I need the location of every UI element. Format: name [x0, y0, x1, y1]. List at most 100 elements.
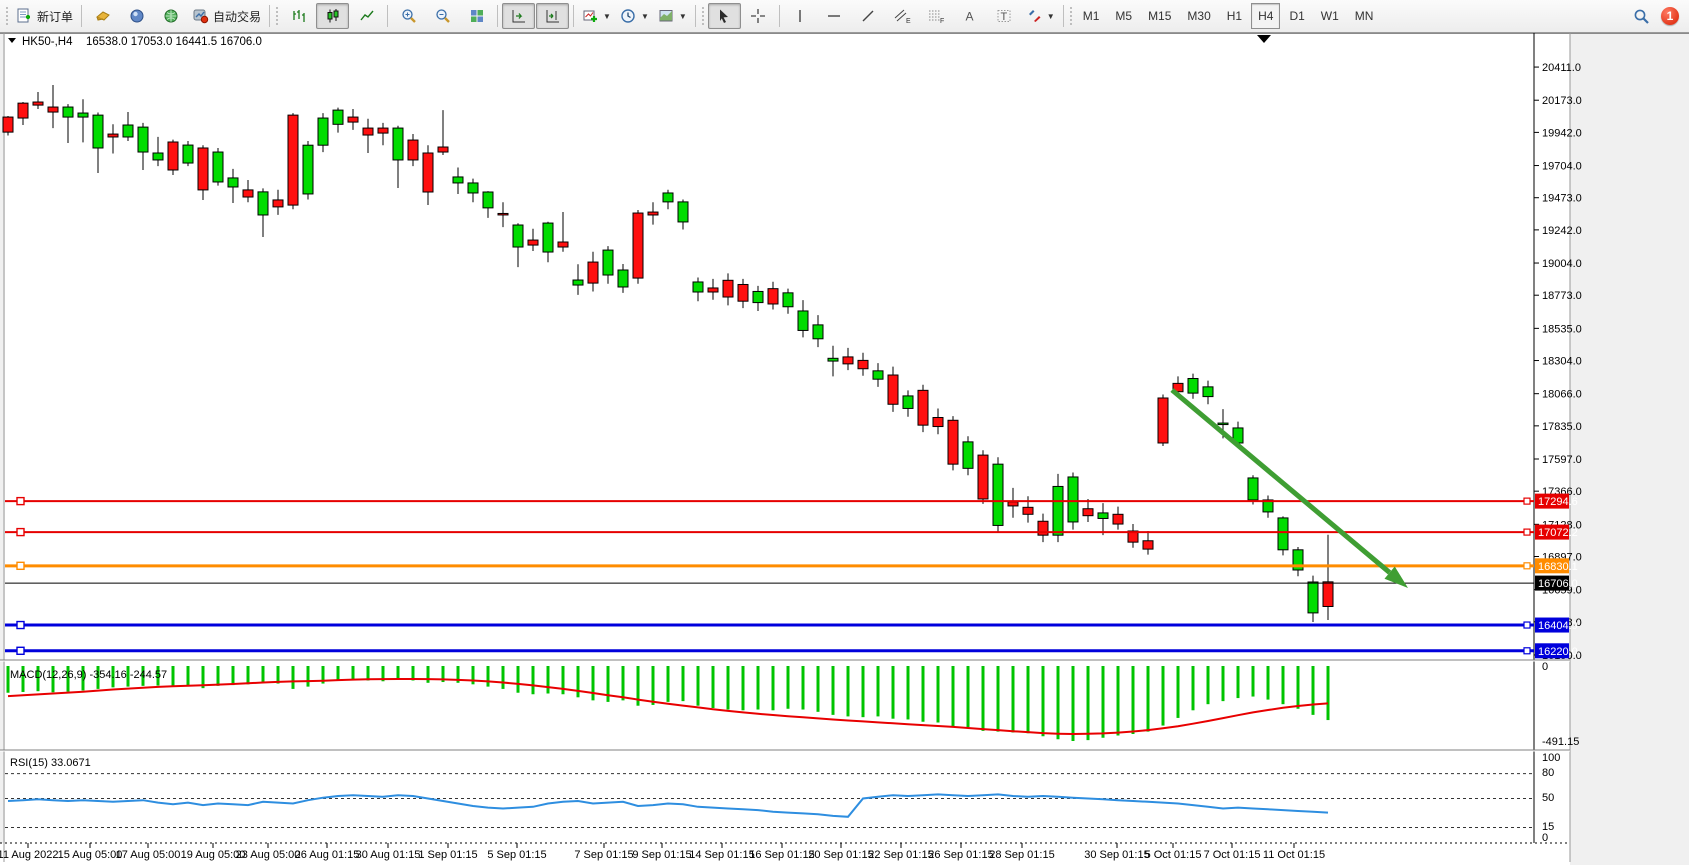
- chart-shift-button[interactable]: [536, 3, 570, 29]
- toolbar-grip[interactable]: [1068, 6, 1073, 26]
- candlestick-chart-button[interactable]: [316, 3, 350, 29]
- channel-button[interactable]: E: [886, 3, 919, 29]
- svg-text:18773.0: 18773.0: [1542, 290, 1582, 302]
- svg-text:E: E: [906, 18, 911, 24]
- svg-text:MACD(12,26,9) -354.16 -244.57: MACD(12,26,9) -354.16 -244.57: [10, 669, 167, 681]
- market-watch-button[interactable]: [120, 3, 153, 29]
- candles: [2, 85, 1334, 622]
- new-order-button[interactable]: 新订单: [12, 3, 77, 29]
- hline-icon: [828, 15, 841, 17]
- svg-text:HK50-,H4: HK50-,H4: [22, 36, 73, 48]
- tile-windows-button[interactable]: [460, 3, 493, 29]
- zoom-out-button[interactable]: [426, 3, 459, 29]
- timeframe-m5[interactable]: M5: [1115, 9, 1133, 23]
- periods-button[interactable]: ▼: [616, 3, 653, 29]
- svg-text:15 Aug 05:00: 15 Aug 05:00: [58, 849, 123, 861]
- svg-text:20173.0: 20173.0: [1542, 95, 1582, 107]
- new-order-icon: [17, 8, 30, 23]
- toolbar-separator: [694, 5, 696, 27]
- horizontal-line-button[interactable]: [818, 3, 851, 29]
- dropdown-caret: ▼: [1046, 11, 1055, 21]
- svg-text:18066.0: 18066.0: [1542, 389, 1582, 401]
- timeframe-m30[interactable]: M30: [1187, 9, 1211, 23]
- auto-scroll-icon: [512, 10, 525, 23]
- bar-chart-icon: [292, 10, 305, 22]
- svg-text:26 Sep 01:15: 26 Sep 01:15: [928, 849, 993, 861]
- bar-chart-button[interactable]: [282, 3, 315, 29]
- svg-text:RSI(15) 33.0671: RSI(15) 33.0671: [10, 757, 91, 769]
- search-button[interactable]: [1625, 3, 1658, 29]
- timeframe-h1[interactable]: H1: [1226, 9, 1243, 23]
- toolbar-grip[interactable]: [700, 6, 705, 26]
- svg-text:9 Sep 01:15: 9 Sep 01:15: [632, 849, 691, 861]
- svg-text:11 Aug 2022: 11 Aug 2022: [0, 849, 58, 861]
- svg-text:22 Sep 01:15: 22 Sep 01:15: [868, 849, 933, 861]
- line-chart-button[interactable]: [350, 3, 383, 29]
- data-window-icon: [164, 9, 178, 23]
- fibonacci-button[interactable]: F: [920, 3, 953, 29]
- text-label-button[interactable]: T: [988, 3, 1021, 29]
- zoom-out-icon: [435, 9, 450, 23]
- svg-text:0: 0: [1542, 832, 1548, 844]
- timeframe-m15[interactable]: M15: [1148, 9, 1172, 23]
- svg-text:18535.0: 18535.0: [1542, 323, 1582, 335]
- trendline-button[interactable]: [852, 3, 885, 29]
- svg-text:17597.0: 17597.0: [1542, 454, 1582, 466]
- timeframe-mn[interactable]: MN: [1354, 9, 1374, 23]
- text-icon: A: [966, 10, 974, 24]
- trend-arrow[interactable]: [1170, 388, 1408, 588]
- rsi-panel: RSI(15) 33.0671 100 80 50 150: [5, 752, 1560, 844]
- svg-text:17294.6: 17294.6: [1538, 496, 1578, 508]
- timeframe-d1[interactable]: D1: [1289, 9, 1305, 23]
- zoom-in-button[interactable]: [392, 3, 425, 29]
- toolbar-separator: [573, 5, 575, 27]
- svg-text:0: 0: [1542, 661, 1548, 673]
- toolbar-separator: [497, 5, 499, 27]
- cursor-button[interactable]: [707, 3, 741, 29]
- auto-scroll-button[interactable]: [502, 3, 536, 29]
- periods-icon: [621, 9, 635, 23]
- chart-title: HK50-,H4 16538.0 17053.0 16441.5 16706.0: [8, 36, 262, 48]
- svg-text:17835.0: 17835.0: [1542, 421, 1582, 433]
- dropdown-caret: ▼: [640, 11, 649, 21]
- text-button[interactable]: A: [954, 3, 987, 29]
- autotrade-button[interactable]: 自动交易: [188, 3, 265, 29]
- market-watch-icon: [130, 9, 144, 23]
- svg-text:26 Aug 01:15: 26 Aug 01:15: [295, 849, 360, 861]
- crosshair-button[interactable]: [742, 3, 775, 29]
- timeframe-h4[interactable]: H4: [1251, 3, 1281, 29]
- channel-icon: E: [894, 9, 911, 24]
- new-order-label: 新订单: [37, 9, 74, 24]
- shapes-button[interactable]: ▼: [1022, 3, 1059, 29]
- svg-text:-491.15: -491.15: [1542, 736, 1579, 748]
- favorites-button[interactable]: [86, 3, 119, 29]
- templates-button[interactable]: ▼: [654, 3, 691, 29]
- svg-text:5 Sep 01:15: 5 Sep 01:15: [487, 849, 546, 861]
- dropdown-caret: ▼: [603, 11, 611, 21]
- candlestick-icon: [327, 9, 339, 23]
- horizontal-lines[interactable]: 17294.6 17072.2 16830.1 16404.9 16220.0 16706…: [5, 493, 1578, 659]
- vertical-line-button[interactable]: [784, 3, 817, 29]
- search-icon: [1634, 9, 1649, 24]
- crosshair-icon: [751, 9, 766, 23]
- candlestick-chart-canvas[interactable]: 20411.0 20173.0 19942.0 19704.0 19473.0 19242…: [0, 33, 1689, 865]
- toolbar-grip[interactable]: [275, 6, 280, 26]
- fibonacci-icon: F: [929, 10, 945, 24]
- svg-text:50: 50: [1542, 792, 1554, 804]
- main-toolbar: 新订单 自动交易: [0, 0, 1689, 33]
- timeframe-m1[interactable]: M1: [1082, 9, 1100, 23]
- line-chart-icon: [359, 10, 374, 21]
- indicators-button[interactable]: ▼: [578, 3, 615, 29]
- data-window-button[interactable]: [154, 3, 187, 29]
- svg-text:15: 15: [1542, 821, 1554, 833]
- trendline-icon: [862, 10, 874, 22]
- label-icon: T: [997, 10, 1011, 23]
- toolbar-separator: [387, 5, 389, 27]
- toolbar-grip[interactable]: [5, 6, 9, 26]
- notification-badge[interactable]: 1: [1661, 7, 1679, 25]
- timeframe-w1[interactable]: W1: [1320, 9, 1339, 23]
- svg-text:23 Aug 05:00: 23 Aug 05:00: [236, 849, 301, 861]
- toolbar-separator: [81, 5, 83, 27]
